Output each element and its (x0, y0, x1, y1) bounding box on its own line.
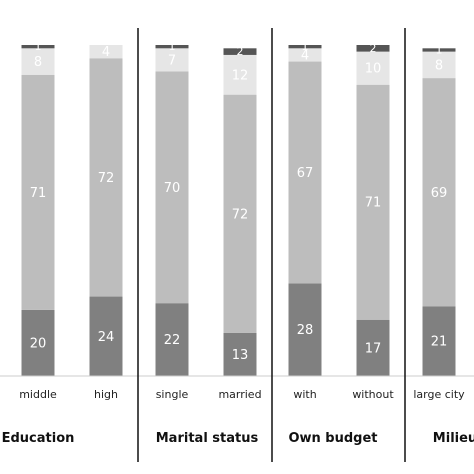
bar-segment (155, 45, 189, 49)
data-label: 1 (169, 40, 176, 53)
data-label: 1 (302, 40, 309, 53)
bar-segment (21, 74, 55, 310)
data-label: 71 (30, 186, 47, 201)
data-label: 1 (35, 40, 42, 53)
bar-segment (356, 319, 390, 376)
bar-segment (155, 303, 189, 376)
bar-segment (288, 61, 322, 284)
data-label: 1 (436, 43, 443, 56)
data-label: 21 (431, 335, 448, 350)
bar-segment (89, 58, 123, 297)
bar-segment (89, 296, 123, 376)
bar-segment (422, 78, 456, 307)
bar-segment (422, 48, 456, 52)
bar-segment (356, 51, 390, 85)
data-label: 67 (297, 166, 314, 181)
bar-segment (223, 94, 257, 333)
data-label: 72 (232, 207, 249, 222)
category-labels: middle high single married with without large … (19, 388, 465, 401)
bar-segment (223, 332, 257, 376)
group-label: Marital status (156, 431, 259, 446)
bar-high: 24 72 4 (89, 45, 123, 376)
data-label: 24 (98, 330, 115, 345)
bar-married: 13 72 12 2 (223, 45, 257, 376)
data-label: 20 (30, 336, 47, 351)
bar-segment (422, 306, 456, 376)
data-label: 28 (297, 323, 314, 338)
data-label: 10 (365, 62, 382, 77)
data-label: 13 (232, 348, 249, 363)
bar-segment (223, 54, 257, 95)
group-separators (137, 28, 406, 462)
bar-segment (155, 48, 189, 72)
data-label: 72 (98, 171, 115, 186)
bar-middle: 20 71 8 1 (21, 40, 55, 376)
data-label: 17 (365, 341, 382, 356)
bar-segment (356, 84, 390, 320)
category-label: married (218, 388, 261, 401)
data-label: 22 (164, 333, 181, 348)
data-label: 70 (164, 181, 181, 196)
bar-segment (288, 283, 322, 376)
bar-single: 22 70 71 (155, 40, 189, 376)
group-label: Education (2, 431, 75, 446)
category-label: middle (19, 388, 57, 401)
group-label: Own budget (288, 431, 377, 446)
data-label: 12 (232, 68, 249, 83)
data-label: 4 (301, 48, 309, 63)
data-label: 7 (168, 53, 176, 68)
data-label: 69 (431, 186, 448, 201)
bar-segment (223, 48, 257, 55)
category-label: single (156, 388, 189, 401)
data-label: 2 (237, 45, 244, 58)
bar-without: 17 71 10 2 (356, 42, 390, 376)
bar-segment (21, 45, 55, 49)
category-label: high (94, 388, 118, 401)
bar-segment (89, 45, 123, 59)
data-label: 8 (34, 55, 42, 70)
bar-segment (422, 51, 456, 79)
bar-segment (21, 309, 55, 376)
bar-with: 28 67 41 (288, 40, 322, 376)
category-label: with (293, 388, 316, 401)
group-labels: Education Marital status Own budget Milieu (2, 431, 474, 446)
category-label: large city (413, 388, 465, 401)
group-label: Milieu (433, 431, 474, 446)
bar-segment (288, 48, 322, 62)
bar-segment (21, 48, 55, 75)
data-label: 8 (435, 58, 443, 73)
category-label: without (352, 388, 394, 401)
data-label: 71 (365, 196, 382, 211)
bar-large-city: 21 69 8 1 (422, 43, 456, 376)
bar-segment (356, 45, 390, 52)
data-label: 2 (370, 42, 377, 55)
bars-layer: 2071812472422707113721222867411771102216… (21, 40, 456, 376)
bar-segment (155, 71, 189, 304)
data-label: 4 (102, 45, 110, 60)
bar-segment (288, 45, 322, 49)
